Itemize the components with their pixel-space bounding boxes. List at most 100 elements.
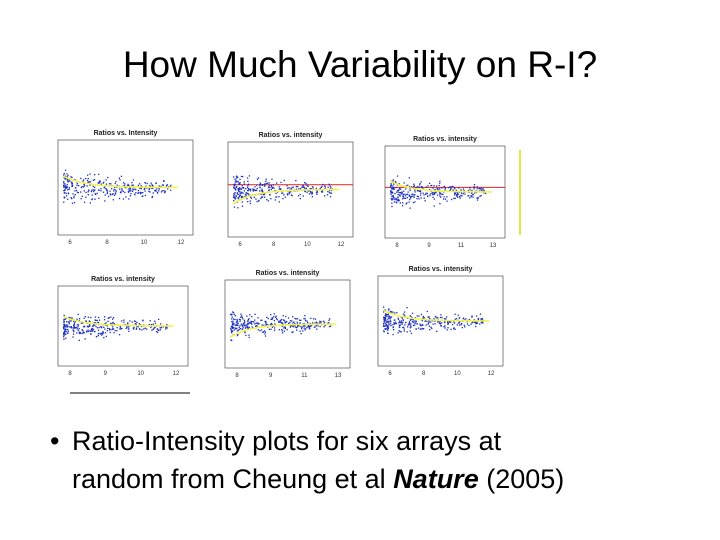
scatter-dot bbox=[70, 197, 72, 199]
scatter-dot bbox=[285, 321, 287, 324]
scatter-dot bbox=[398, 199, 400, 201]
scatter-dot bbox=[476, 199, 479, 201]
scatter-dot bbox=[294, 322, 296, 325]
scatter-dot bbox=[283, 327, 285, 329]
scatter-dot bbox=[244, 321, 246, 323]
scatter-dot bbox=[296, 326, 298, 328]
scatter-dot bbox=[103, 337, 105, 339]
scatter-dot bbox=[387, 313, 389, 316]
scatter-dot bbox=[463, 190, 465, 192]
scatter-dot bbox=[65, 187, 68, 189]
scatter-dot bbox=[119, 328, 121, 330]
scatter-dot bbox=[63, 174, 65, 176]
scatter-dot bbox=[329, 192, 331, 194]
scatter-dot bbox=[98, 181, 100, 183]
scatter-dot bbox=[416, 186, 418, 188]
scatter-dot bbox=[76, 332, 78, 334]
scatter-dot bbox=[128, 330, 130, 332]
scatter-dot bbox=[145, 185, 147, 187]
scatter-dot bbox=[142, 320, 144, 322]
scatter-dot bbox=[302, 185, 304, 187]
scatter-dot bbox=[67, 332, 69, 334]
scatter-dot bbox=[77, 313, 79, 316]
scatter-dot bbox=[152, 185, 154, 187]
scatter-dot bbox=[80, 186, 82, 189]
scatter-dot bbox=[235, 177, 238, 179]
scatter-dot bbox=[160, 185, 162, 187]
scatter-dot bbox=[392, 195, 394, 198]
scatter-dot bbox=[292, 331, 294, 333]
scatter-dot bbox=[260, 197, 262, 200]
scatter-dot bbox=[86, 325, 88, 327]
scatter-dot bbox=[246, 323, 248, 326]
scatter-dot bbox=[250, 196, 252, 198]
scatter-dot bbox=[281, 321, 283, 324]
scatter-dot bbox=[253, 189, 255, 191]
scatter-dot bbox=[243, 181, 245, 183]
scatter-dot bbox=[458, 322, 461, 324]
scatter-dot bbox=[320, 321, 322, 323]
scatter-dot bbox=[87, 178, 89, 180]
scatter-dot bbox=[439, 180, 441, 182]
scatter-dot bbox=[143, 328, 145, 330]
scatter-dot bbox=[246, 177, 249, 179]
scatter-dot bbox=[94, 324, 96, 326]
scatter-dot bbox=[85, 320, 87, 322]
scatter-dot bbox=[423, 317, 425, 319]
scatter-dot bbox=[384, 322, 387, 325]
scatter-dot bbox=[165, 326, 167, 328]
scatter-dot bbox=[386, 324, 388, 327]
scatter-dot bbox=[86, 179, 89, 182]
scatter-dot bbox=[389, 317, 392, 319]
scatter-dot bbox=[434, 323, 436, 325]
scatter-dot bbox=[463, 324, 465, 326]
scatter-dot bbox=[446, 200, 448, 202]
scatter-dot bbox=[281, 325, 283, 327]
scatter-dot bbox=[305, 328, 307, 330]
loess-curve bbox=[229, 323, 337, 338]
scatter-dot bbox=[150, 187, 153, 189]
scatter-dot bbox=[63, 326, 65, 328]
scatter-dot bbox=[436, 330, 438, 332]
scatter-dot bbox=[383, 324, 385, 326]
scatter-dot bbox=[243, 325, 246, 327]
scatter-dot bbox=[144, 327, 146, 329]
scatter-dot bbox=[247, 193, 249, 195]
scatter-dot bbox=[296, 321, 298, 323]
scatter-dot bbox=[385, 321, 387, 323]
scatter-dot bbox=[424, 320, 426, 322]
scatter-dot bbox=[311, 322, 314, 324]
scatter-dot bbox=[429, 193, 431, 195]
scatter-dot bbox=[453, 192, 456, 194]
scatter-dot bbox=[64, 324, 66, 326]
scatter-dot bbox=[85, 177, 87, 180]
x-tick-label: 8 bbox=[235, 373, 239, 379]
scatter-dot bbox=[63, 338, 65, 340]
scatter-dot bbox=[135, 323, 137, 325]
scatter-dot bbox=[157, 331, 159, 334]
scatter-dot bbox=[77, 329, 79, 331]
scatter-dot bbox=[304, 187, 306, 189]
scatter-dot bbox=[116, 327, 118, 329]
scatter-dot bbox=[278, 186, 280, 188]
scatter-dot bbox=[285, 315, 287, 318]
scatter-dot bbox=[248, 188, 250, 190]
scatter-dot bbox=[323, 326, 325, 328]
scatter-dot bbox=[279, 321, 281, 323]
scatter-dot bbox=[246, 198, 248, 200]
scatter-dot bbox=[67, 189, 69, 191]
scatter-dot bbox=[63, 172, 65, 175]
scatter-dot bbox=[474, 192, 476, 194]
scatter-dot bbox=[276, 319, 278, 321]
scatter-dot bbox=[245, 188, 247, 190]
scatter-dot bbox=[257, 323, 260, 325]
scatter-dot bbox=[269, 186, 271, 189]
scatter-dot bbox=[92, 189, 94, 191]
scatter-dot bbox=[245, 192, 247, 194]
scatter-dot bbox=[64, 332, 66, 334]
scatter-dot bbox=[414, 189, 416, 191]
scatter-dot bbox=[447, 327, 449, 329]
scatter-dot bbox=[472, 193, 474, 196]
